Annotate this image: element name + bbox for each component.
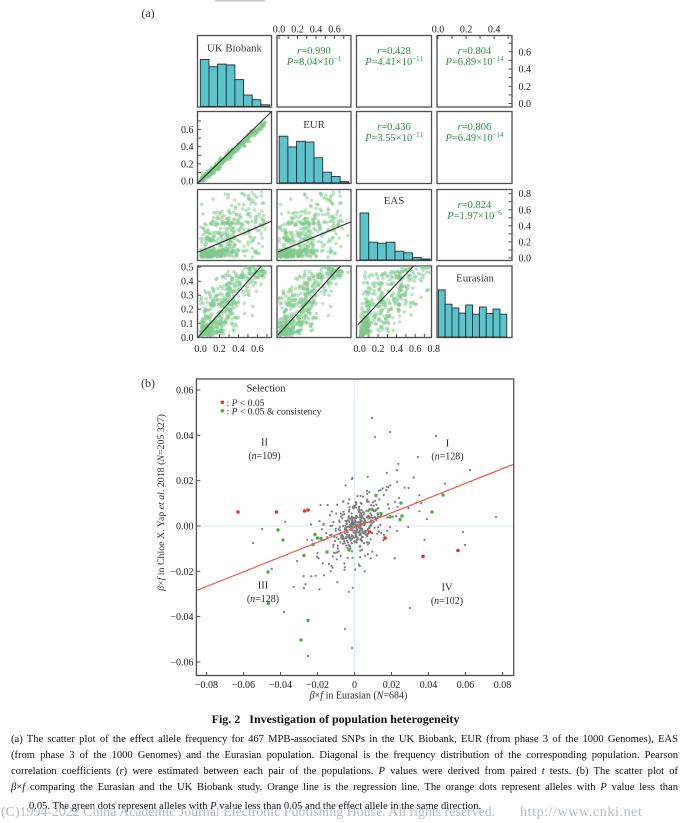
svg-text:−0.08: −0.08 (195, 680, 218, 691)
svg-text:−0.06: −0.06 (232, 680, 255, 691)
svg-text:0.06: 0.06 (176, 386, 194, 397)
svg-text:(b): (b) (141, 376, 155, 390)
svg-text:0.2: 0.2 (519, 237, 532, 248)
svg-text:r=0.806: r=0.806 (458, 122, 492, 133)
svg-text:0.4: 0.4 (181, 142, 194, 153)
svg-text:: P < 0.05: : P < 0.05 (227, 398, 265, 409)
svg-text:0.1: 0.1 (181, 319, 194, 330)
svg-text:0.2: 0.2 (460, 25, 473, 36)
svg-text:0.2: 0.2 (372, 344, 385, 355)
svg-text:(n=109): (n=109) (248, 451, 280, 462)
svg-text:0.6: 0.6 (251, 344, 264, 355)
svg-text:0.4: 0.4 (232, 344, 245, 355)
svg-text:r=0.428: r=0.428 (377, 46, 411, 57)
svg-text:P=6.89×10−14: P=6.89×10−14 (444, 55, 504, 68)
svg-text:Eurasian: Eurasian (456, 273, 494, 285)
svg-text:r=0.824: r=0.824 (458, 200, 492, 211)
svg-text:P=3.55×10−11: P=3.55×10−11 (364, 131, 423, 144)
svg-text:0.0: 0.0 (432, 25, 445, 36)
svg-text:0.4: 0.4 (488, 25, 501, 36)
svg-text:0.6: 0.6 (181, 125, 194, 136)
svg-text:0.02: 0.02 (176, 476, 194, 487)
svg-text:0.0: 0.0 (181, 177, 194, 188)
svg-text:0.3: 0.3 (181, 291, 194, 302)
svg-text:−0.04: −0.04 (269, 680, 292, 691)
svg-text:0.04: 0.04 (176, 431, 194, 442)
svg-text:0.2: 0.2 (213, 344, 226, 355)
svg-text:0.2: 0.2 (291, 25, 304, 36)
svg-text:EAS: EAS (384, 195, 404, 207)
svg-text:0.8: 0.8 (427, 344, 440, 355)
svg-text:Selection: Selection (246, 384, 286, 395)
svg-text:: P < 0.05 & consistency: : P < 0.05 & consistency (227, 407, 322, 418)
svg-text:0.0: 0.0 (353, 344, 366, 355)
svg-text:0.0: 0.0 (273, 25, 286, 36)
svg-text:0.2: 0.2 (181, 159, 194, 170)
svg-text:(n=128): (n=128) (247, 594, 279, 605)
svg-text:0.2: 0.2 (181, 305, 194, 316)
svg-text:0.6: 0.6 (519, 47, 532, 58)
svg-text:0.4: 0.4 (390, 344, 403, 355)
svg-text:0.4: 0.4 (181, 277, 194, 288)
svg-text:0.6: 0.6 (409, 344, 422, 355)
svg-text:0.04: 0.04 (420, 680, 438, 691)
svg-text:0.06: 0.06 (457, 680, 475, 691)
svg-text:0.5: 0.5 (181, 263, 194, 274)
svg-text:0: 0 (352, 680, 357, 691)
svg-text:IV: IV (441, 583, 452, 594)
svg-text:I: I (446, 439, 450, 450)
svg-text:0.4: 0.4 (519, 221, 532, 232)
svg-text:0.6: 0.6 (519, 205, 532, 216)
svg-text:0.02: 0.02 (383, 680, 401, 691)
svg-text:II: II (261, 438, 268, 449)
svg-text:r=0.990: r=0.990 (297, 46, 331, 57)
svg-text:P=1.97×10−6: P=1.97×10−6 (446, 209, 502, 222)
svg-text:−0.02: −0.02 (306, 680, 329, 691)
svg-text:P=6.49×10−14: P=6.49×10−14 (444, 131, 504, 144)
svg-text:0.4: 0.4 (310, 25, 323, 36)
svg-text:(a): (a) (141, 6, 154, 20)
svg-text:r=0.804: r=0.804 (458, 46, 492, 57)
svg-text:III: III (258, 581, 269, 592)
svg-text:0.0: 0.0 (181, 333, 194, 344)
svg-text:EUR: EUR (303, 119, 325, 131)
svg-text:(n=128): (n=128) (431, 452, 463, 463)
svg-text:(n=102): (n=102) (431, 596, 463, 607)
svg-text:P=4.41×10−11: P=4.41×10−11 (364, 55, 423, 68)
svg-text:0.0: 0.0 (194, 344, 207, 355)
svg-text:UK Biobank: UK Biobank (207, 43, 262, 55)
svg-text:r=0.436: r=0.436 (377, 122, 411, 133)
svg-text:−0.02: −0.02 (170, 567, 193, 578)
svg-text:−0.04: −0.04 (170, 612, 193, 623)
svg-text:0.00: 0.00 (176, 522, 194, 533)
svg-text:−0.06: −0.06 (170, 658, 193, 669)
svg-text:0.0: 0.0 (519, 99, 532, 110)
svg-text:0.08: 0.08 (494, 680, 512, 691)
svg-text:0.0: 0.0 (519, 254, 532, 265)
svg-text:0.6: 0.6 (328, 25, 341, 36)
svg-text:0.4: 0.4 (519, 65, 532, 76)
svg-text:0.8: 0.8 (519, 189, 532, 200)
svg-text:β×f in Chloe X. Yap et al. 201: β×f in Chloe X. Yap et al. 2018 (N=205 3… (156, 414, 167, 592)
svg-text:β×f in Eurasian (N=684): β×f in Eurasian (N=684) (309, 691, 408, 702)
svg-text:0.2: 0.2 (519, 82, 532, 93)
svg-text:P=8.04×10−1: P=8.04×10−1 (286, 55, 342, 68)
